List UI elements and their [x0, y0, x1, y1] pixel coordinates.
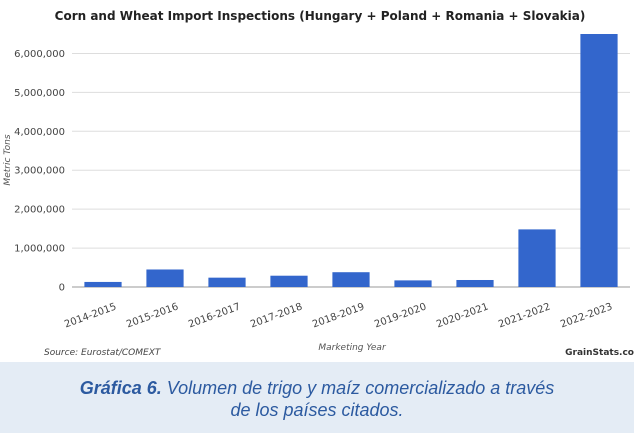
x-tick-label: 2021-2022 [497, 301, 552, 330]
caption-line-2: de los países citados. [0, 399, 634, 421]
x-tick-label: 2014-2015 [63, 301, 118, 330]
x-tick-label: 2016-2017 [187, 301, 242, 330]
caption-line-1: Gráfica 6. Volumen de trigo y maíz comer… [0, 377, 634, 399]
y-tick-label: 6,000,000 [14, 49, 65, 60]
bar-2016-2017 [208, 277, 246, 287]
y-tick-label: 5,000,000 [14, 88, 65, 99]
gridlines [72, 52, 630, 288]
caption-label: Gráfica 6. [79, 378, 162, 398]
caption-text-line-1: Volumen de trigo y maíz comercializado a… [166, 378, 555, 398]
chart-panel: Corn and Wheat Import Inspections (Hunga… [3, 9, 634, 358]
y-tick-label: 1,000,000 [14, 244, 65, 255]
bar-2020-2021 [456, 279, 494, 287]
bar-2021-2022 [518, 229, 556, 287]
bar-chart: Corn and Wheat Import Inspections (Hunga… [3, 9, 634, 358]
bar-2014-2015 [84, 281, 122, 287]
y-tick-label: 2,000,000 [14, 205, 65, 216]
x-tick-label: 2022-2023 [559, 301, 614, 330]
bar-2018-2019 [332, 272, 370, 287]
x-tick-label: 2019-2020 [373, 301, 428, 330]
bar-2015-2016 [146, 269, 184, 287]
x-tick-label: 2018-2019 [311, 301, 366, 330]
y-tick-label: 0 [59, 283, 65, 294]
bar-2019-2020 [394, 280, 432, 287]
y-tick-label: 4,000,000 [14, 127, 65, 138]
y-tick-labels: 0 1,000,000 2,000,000 3,000,000 4,000,000 5,0… [14, 49, 65, 294]
bar-2017-2018 [270, 275, 308, 287]
figure-caption: Gráfica 6. Volumen de trigo y maíz comer… [0, 362, 634, 433]
caption-text-line-2: de los países citados. [230, 400, 404, 420]
source-note: Source: Eurostat/COMEXT [44, 348, 162, 358]
bar-2022-2023 [580, 34, 618, 287]
brand-watermark: GrainStats.co [565, 348, 634, 358]
x-tick-label: 2015-2016 [125, 301, 180, 330]
y-tick-label: 3,000,000 [14, 166, 65, 177]
x-tick-label: 2020-2021 [435, 301, 490, 330]
x-axis-label: Marketing Year [318, 343, 387, 353]
x-tick-labels: 2014-2015 2015-2016 2016-2017 2017-2018 2018… [63, 301, 614, 330]
y-axis-label: Metric Tons [3, 134, 13, 185]
bars [84, 34, 618, 287]
x-tick-label: 2017-2018 [249, 301, 304, 330]
chart-title: Corn and Wheat Import Inspections (Hunga… [55, 9, 586, 23]
